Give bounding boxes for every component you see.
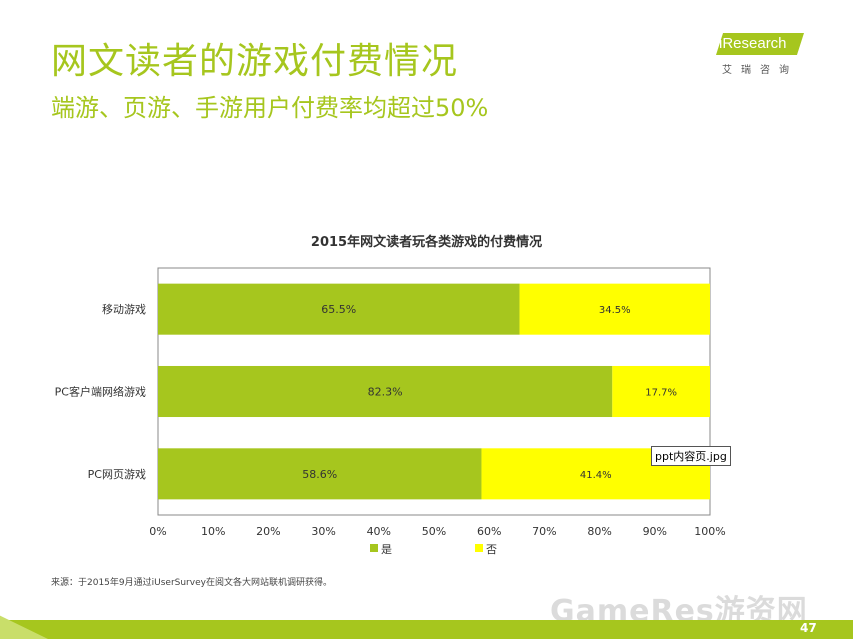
chart-title: 2015年网文读者玩各类游戏的付费情况	[310, 235, 543, 250]
tooltip: ppt内容页.jpg	[651, 446, 731, 466]
category-label: PC客户端网络游戏	[55, 385, 146, 399]
bar-segment	[158, 365, 613, 418]
legend-swatch	[370, 544, 378, 552]
x-tick-label: 80%	[587, 525, 611, 538]
legend-label: 否	[486, 543, 497, 556]
bar-segment	[519, 283, 710, 335]
bar-segment	[158, 283, 520, 335]
data-label: 65.5%	[321, 303, 356, 316]
x-tick-label: 0%	[149, 525, 166, 538]
x-tick-label: 20%	[256, 525, 280, 538]
data-label: 17.7%	[645, 388, 677, 399]
x-tick-label: 40%	[367, 525, 391, 538]
category-label: 移动游戏	[102, 303, 146, 316]
x-tick-label: 100%	[694, 525, 725, 538]
legend-swatch	[475, 544, 483, 552]
iresearch-logo: iResearch 艾瑞咨询	[716, 33, 816, 77]
data-label: 58.6%	[302, 468, 337, 481]
slide-title: 网文读者的游戏付费情况	[51, 41, 459, 82]
logo-subtitle: 艾瑞咨询	[722, 65, 798, 76]
x-tick-label: 10%	[201, 525, 225, 538]
x-tick-label: 70%	[532, 525, 556, 538]
x-tick-label: 60%	[477, 525, 501, 538]
legend-label: 是	[381, 543, 392, 556]
bar-segment	[612, 365, 710, 418]
page-number: 47	[800, 621, 817, 635]
logo-text: iResearch	[719, 35, 787, 52]
data-label: 82.3%	[368, 386, 403, 399]
data-label: 41.4%	[580, 470, 612, 481]
slide-subtitle: 端游、页游、手游用户付费率均超过50%	[51, 94, 489, 122]
source-note: 来源：于2015年9月通过iUserSurvey在阅文各大网站联机调研获得。	[51, 578, 332, 588]
bar-segment	[158, 448, 482, 500]
x-tick-label: 50%	[422, 525, 446, 538]
category-label: PC网页游戏	[88, 468, 146, 481]
footer-band	[0, 620, 853, 639]
data-label: 34.5%	[599, 305, 631, 316]
logo-mark	[716, 33, 804, 55]
x-tick-label: 30%	[311, 525, 335, 538]
x-tick-label: 90%	[643, 525, 667, 538]
